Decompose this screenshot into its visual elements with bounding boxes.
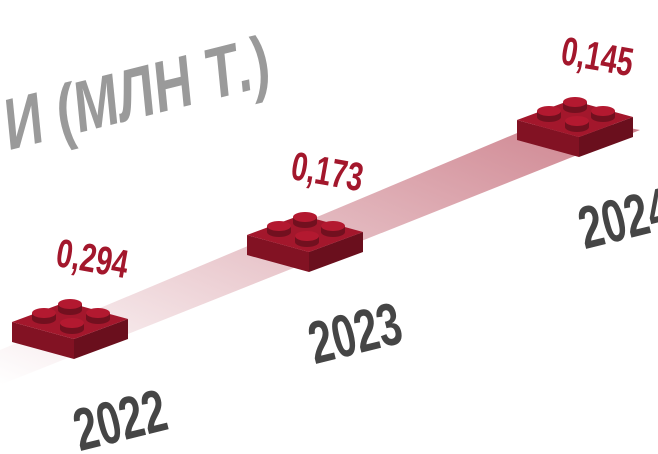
brick-stud-top (563, 97, 587, 107)
brick-stud-top (86, 308, 110, 318)
brick-stud-top (591, 106, 615, 116)
brick-left-face (12, 322, 74, 359)
brick-left-face (247, 235, 309, 272)
brick-stud-top (295, 231, 319, 241)
brick (247, 212, 363, 272)
brick-stud-top (537, 106, 561, 116)
x-tick-label: 2022 (67, 376, 174, 454)
brick-stud-top (293, 212, 317, 222)
value-label: 0,145 (558, 29, 637, 86)
brick-stud-top (32, 308, 56, 318)
x-tick-label: 2023 (302, 289, 409, 377)
brick (12, 299, 128, 359)
chart-title: И (МЛН Т.) (0, 22, 278, 166)
brick-stud-top (60, 318, 84, 328)
brick-stud-top (321, 221, 345, 231)
x-tick-label: 2024 (572, 174, 658, 262)
brick-stud-top (58, 299, 82, 309)
brick (517, 97, 633, 157)
brick-stud-top (267, 221, 291, 231)
brick-right-face (309, 232, 363, 272)
brick-right-face (74, 319, 128, 359)
value-label: 0,294 (53, 231, 132, 288)
value-label: 0,173 (288, 144, 367, 201)
brick-left-face (517, 120, 579, 157)
brick-stud-top (565, 116, 589, 126)
brick-right-face (579, 117, 633, 157)
